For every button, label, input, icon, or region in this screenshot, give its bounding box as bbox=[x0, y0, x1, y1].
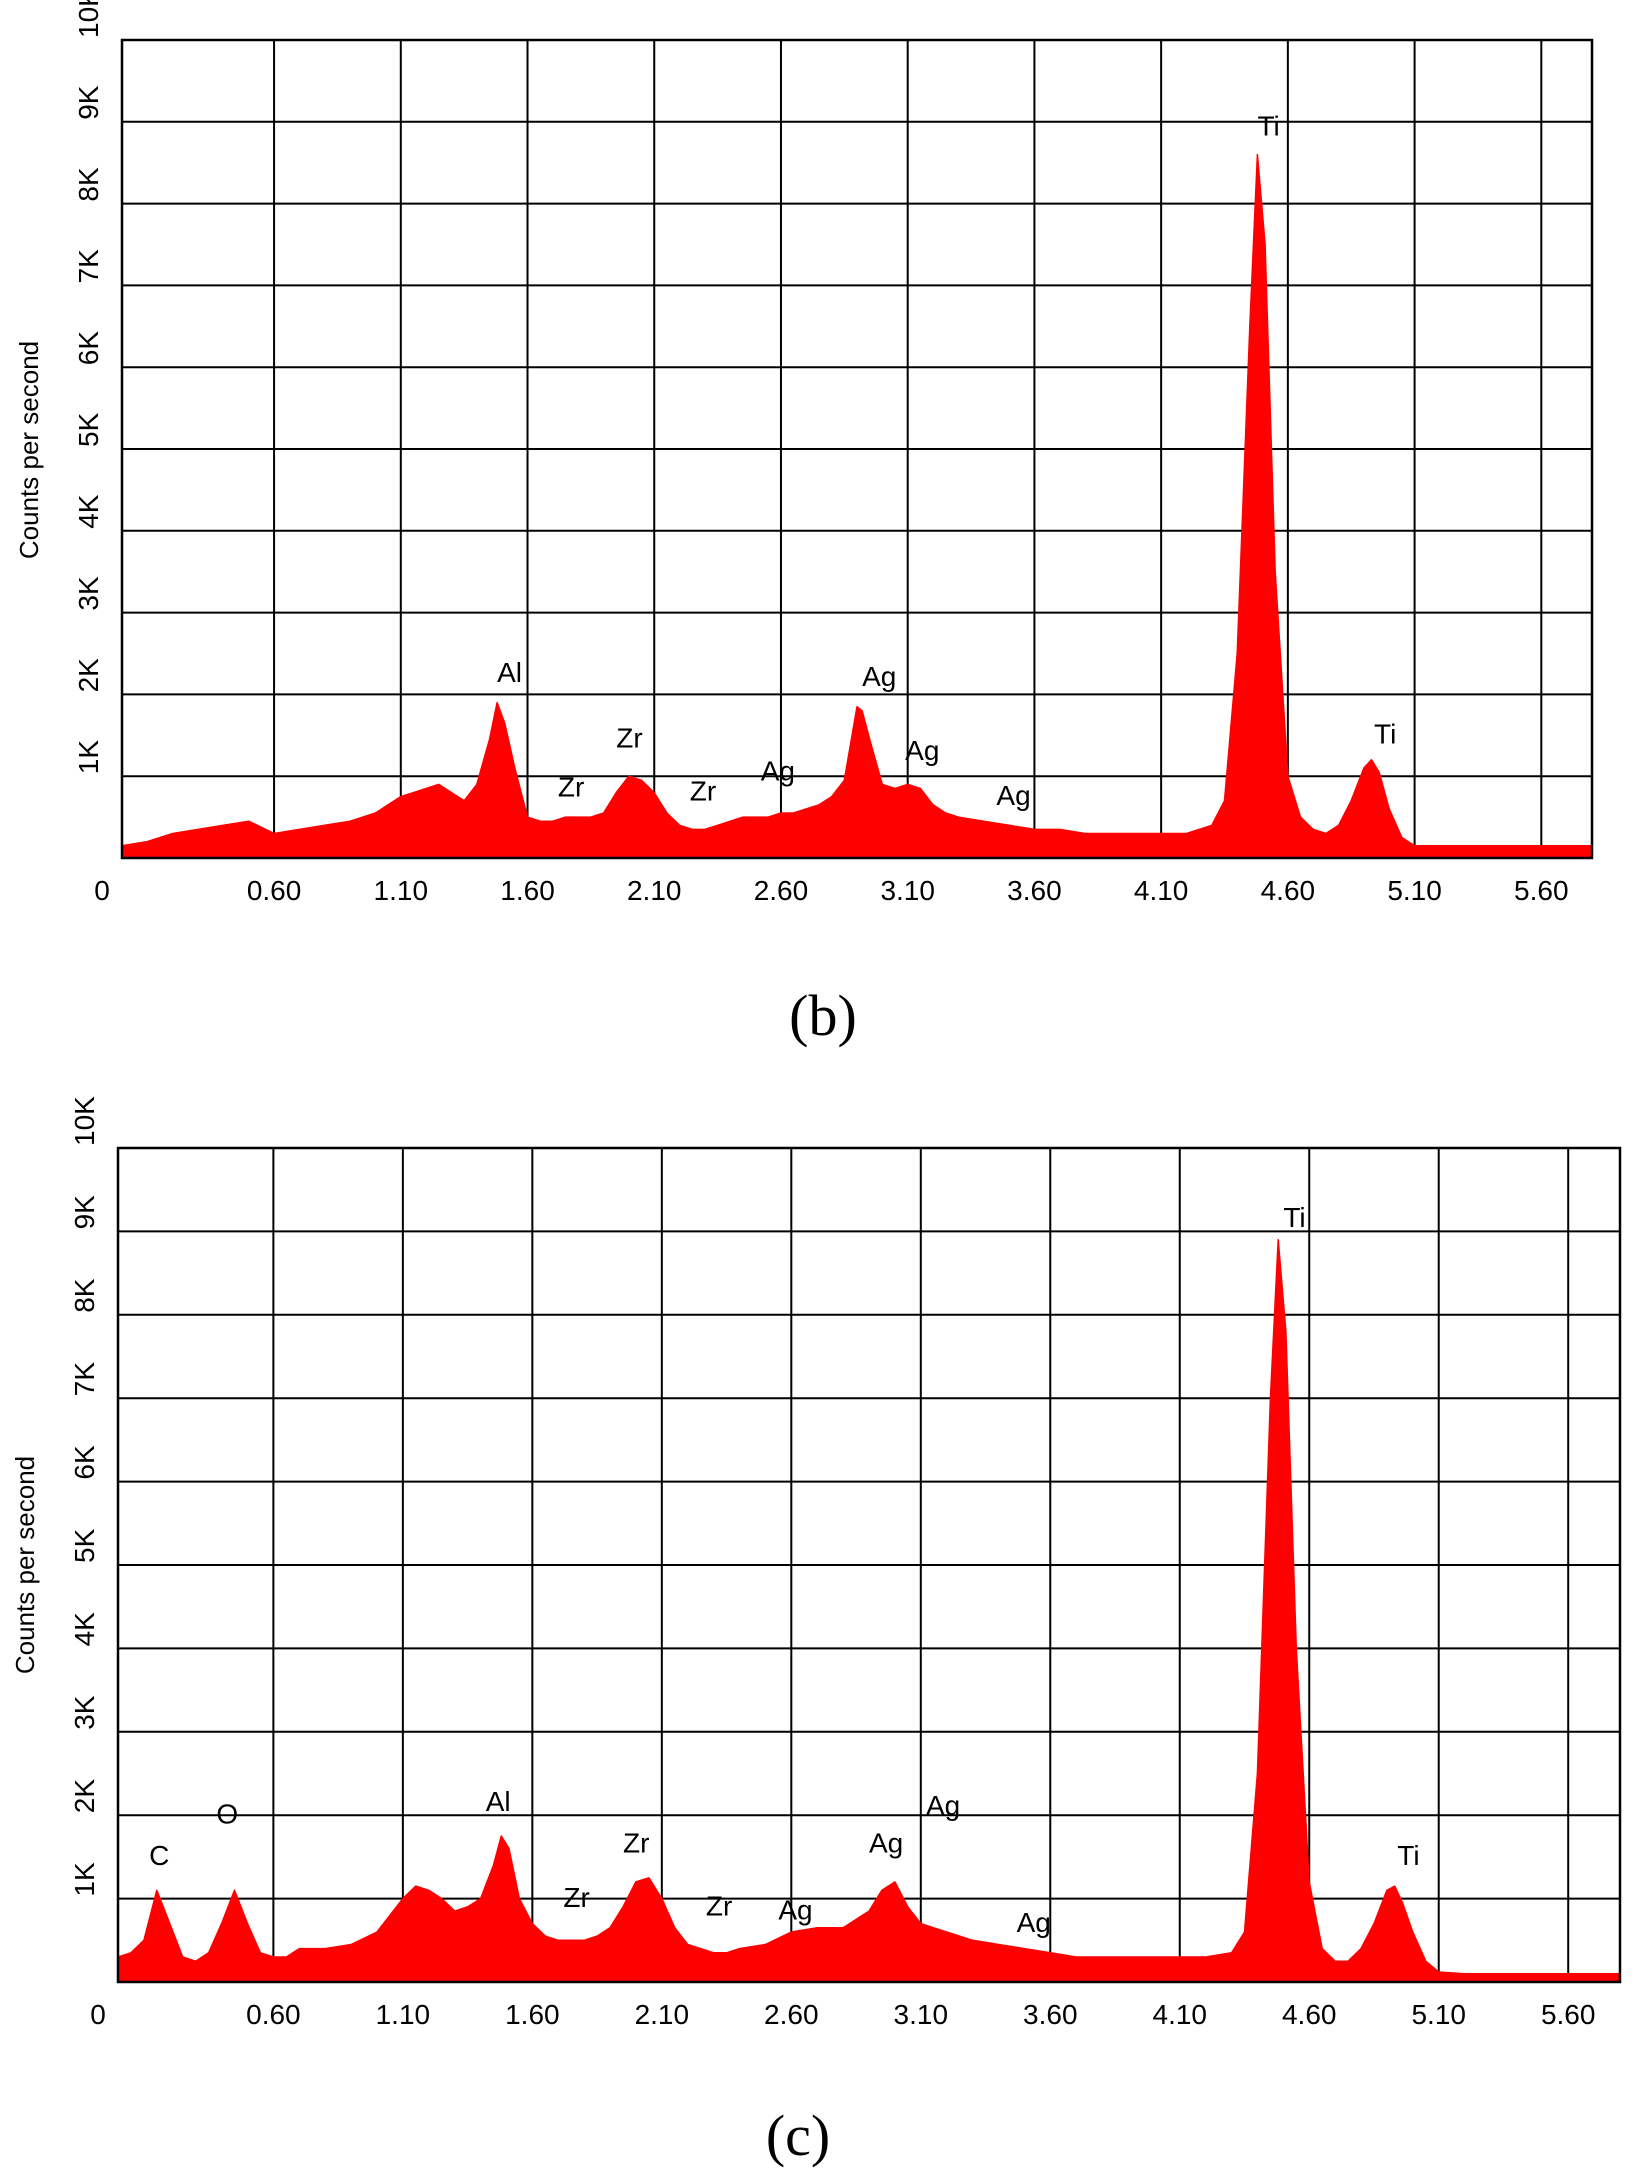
y-tick-label: 4K bbox=[69, 1612, 100, 1647]
y-tick-label: 1K bbox=[73, 740, 104, 775]
y-tick-label: 5K bbox=[73, 412, 104, 447]
plot-frame bbox=[116, 1146, 1622, 1984]
x-tick-label: 2.60 bbox=[764, 1999, 819, 2030]
y-tick-label: 7K bbox=[69, 1362, 100, 1397]
peak-label: Zr bbox=[690, 776, 716, 807]
plot-frame bbox=[120, 38, 1594, 860]
x-tick-label: 2.10 bbox=[635, 1999, 690, 2030]
peak-label: Ti bbox=[1397, 1840, 1419, 1871]
panel-caption-c: (c) bbox=[766, 2103, 830, 2168]
spectrum-area bbox=[121, 153, 1593, 859]
chart-panel-b: 0 0.60 1.10 1.60 2.10 2.60 3.10 3.60 4.10 4.60 5.1… bbox=[14, 0, 1594, 906]
x-tick-label: 2.60 bbox=[754, 875, 809, 906]
x-tick-label: 1.60 bbox=[500, 875, 555, 906]
x-tick-label: 5.10 bbox=[1411, 1999, 1466, 2030]
y-tick-label: 6K bbox=[73, 331, 104, 366]
peak-label: Zr bbox=[706, 1890, 732, 1921]
peak-label: Ag bbox=[778, 1894, 812, 1925]
peak-label: Zr bbox=[563, 1882, 589, 1913]
x-tick-label: 4.10 bbox=[1134, 875, 1189, 906]
x-tick-label: 0 bbox=[90, 1999, 106, 2030]
y-tick-label: 8K bbox=[73, 167, 104, 202]
peak-label: C bbox=[149, 1840, 169, 1871]
peak-label: Ag bbox=[996, 780, 1030, 811]
x-tick-label: 5.10 bbox=[1387, 875, 1442, 906]
panel-caption-b: (b) bbox=[789, 983, 857, 1048]
x-tick-label: 1.60 bbox=[505, 1999, 560, 2030]
y-tick-label: 7K bbox=[73, 249, 104, 284]
peak-label: Zr bbox=[623, 1828, 649, 1859]
y-tick-label: 5K bbox=[69, 1528, 100, 1563]
peak-label: Al bbox=[486, 1786, 511, 1817]
x-tick-label: 0.60 bbox=[247, 875, 302, 906]
peak-label: Ti bbox=[1283, 1202, 1305, 1233]
x-tick-label: 4.10 bbox=[1153, 1999, 1208, 2030]
x-tick-label: 3.60 bbox=[1023, 1999, 1078, 2030]
peak-label: Ti bbox=[1257, 111, 1279, 142]
y-tick-label: 8K bbox=[69, 1278, 100, 1313]
peak-label: O bbox=[216, 1799, 238, 1830]
chart-panel-c: 0 0.60 1.10 1.60 2.10 2.60 3.10 3.60 4.10 4.60 5.1… bbox=[10, 1096, 1622, 2030]
peak-label: Al bbox=[497, 657, 522, 688]
x-tick-label: 3.60 bbox=[1007, 875, 1062, 906]
peak-label: Ag bbox=[761, 755, 795, 786]
y-tick-label: 9K bbox=[73, 85, 104, 120]
x-tick-label: 1.10 bbox=[374, 875, 429, 906]
y-tick-label: 2K bbox=[73, 658, 104, 693]
x-tick-label: 0.60 bbox=[246, 1999, 301, 2030]
peak-label: Ag bbox=[862, 661, 896, 692]
y-tick-label: 3K bbox=[73, 576, 104, 611]
peak-label: Ag bbox=[869, 1828, 903, 1859]
x-tick-label: 4.60 bbox=[1282, 1999, 1337, 2030]
x-tick-label: 0 bbox=[94, 875, 110, 906]
y-tick-label: 9K bbox=[69, 1195, 100, 1230]
peak-label: Ag bbox=[926, 1790, 960, 1821]
x-tick-label: 4.60 bbox=[1261, 875, 1316, 906]
x-tick-label: 3.10 bbox=[880, 875, 935, 906]
x-tick-label: 5.60 bbox=[1541, 1999, 1596, 2030]
y-tick-label: 10K bbox=[73, 0, 104, 38]
peak-label: Ti bbox=[1374, 718, 1396, 749]
peak-label: Zr bbox=[616, 723, 642, 754]
y-tick-label: 10K bbox=[69, 1096, 100, 1146]
peak-label: Zr bbox=[558, 772, 584, 803]
y-axis-label: Counts per second bbox=[10, 1456, 40, 1674]
peak-label: Ag bbox=[905, 735, 939, 766]
x-tick-label: 2.10 bbox=[627, 875, 682, 906]
y-axis-label: Counts per second bbox=[14, 341, 44, 559]
y-tick-label: 1K bbox=[69, 1862, 100, 1897]
spectrum-area bbox=[117, 1238, 1621, 1983]
x-tick-label: 1.10 bbox=[376, 1999, 431, 2030]
y-tick-label: 3K bbox=[69, 1695, 100, 1730]
y-tick-label: 4K bbox=[73, 494, 104, 529]
y-tick-label: 6K bbox=[69, 1445, 100, 1480]
x-tick-label: 3.10 bbox=[894, 1999, 949, 2030]
y-tick-label: 2K bbox=[69, 1779, 100, 1814]
x-tick-label: 5.60 bbox=[1514, 875, 1569, 906]
peak-label: Ag bbox=[1017, 1907, 1051, 1938]
